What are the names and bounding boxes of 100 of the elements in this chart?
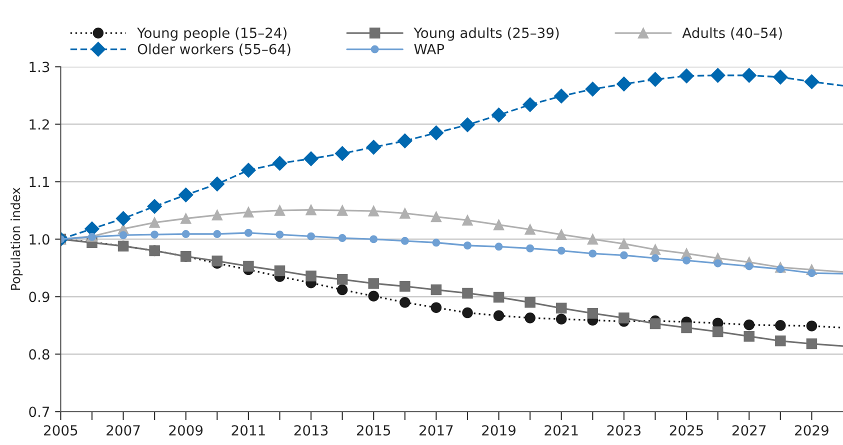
x-tick-label: 2011	[232, 425, 265, 436]
x-tick-label: 2005	[44, 425, 78, 436]
point	[742, 68, 757, 83]
point	[585, 82, 600, 97]
point	[366, 140, 382, 155]
point	[306, 204, 316, 216]
point	[368, 290, 379, 302]
point	[554, 88, 569, 104]
x-tick-label: 2023	[607, 425, 641, 436]
y-axis-title: Population index	[10, 188, 23, 290]
x-tick-label: 2017	[420, 425, 453, 436]
legend-label: Older workers (55–64)	[138, 44, 290, 56]
point	[276, 230, 284, 239]
point	[400, 208, 410, 219]
point	[432, 238, 440, 247]
point	[460, 117, 475, 132]
point	[304, 151, 318, 166]
point	[400, 236, 409, 245]
point	[274, 205, 286, 216]
point	[524, 224, 536, 235]
point	[773, 70, 788, 84]
point	[306, 270, 316, 282]
point	[180, 213, 192, 224]
point	[150, 230, 159, 239]
point	[618, 238, 630, 250]
point	[682, 256, 691, 264]
point	[744, 319, 755, 330]
point	[710, 68, 726, 83]
point	[806, 320, 818, 332]
point	[212, 256, 223, 266]
point	[648, 72, 663, 87]
point	[556, 302, 567, 314]
point	[808, 269, 816, 278]
point	[462, 288, 473, 299]
point	[806, 338, 818, 350]
point	[522, 97, 538, 112]
point	[745, 262, 754, 270]
point	[588, 250, 597, 258]
point	[712, 326, 724, 338]
y-tick-label: 1.3	[30, 62, 50, 72]
point	[651, 254, 660, 262]
point	[398, 134, 412, 148]
point	[213, 230, 222, 238]
point	[336, 205, 348, 216]
point	[430, 302, 442, 313]
point	[524, 312, 536, 324]
point	[368, 206, 379, 216]
point	[526, 244, 534, 252]
point	[116, 211, 131, 226]
point	[650, 318, 661, 330]
x-tick-label: 2027	[732, 425, 766, 436]
point	[557, 246, 566, 255]
x-tick-label: 2007	[106, 425, 140, 436]
point	[681, 322, 692, 334]
point	[556, 229, 567, 240]
point	[274, 265, 286, 276]
point	[307, 232, 316, 240]
point	[804, 74, 820, 90]
y-tick-label: 1.0	[30, 234, 50, 245]
point	[618, 312, 630, 324]
point	[620, 251, 628, 260]
point	[462, 214, 473, 226]
point	[776, 265, 784, 274]
point	[714, 259, 722, 268]
x-tick-label: 2009	[169, 425, 203, 436]
point	[400, 297, 410, 308]
point	[556, 314, 567, 324]
point	[744, 330, 755, 342]
point	[430, 284, 442, 296]
point	[428, 125, 444, 140]
point	[587, 308, 598, 319]
point	[430, 211, 442, 222]
y-tick-label: 1.2	[30, 119, 49, 130]
point	[400, 280, 410, 292]
point	[679, 68, 694, 84]
legend-label: WAP	[414, 44, 444, 54]
point	[616, 76, 632, 92]
x-tick-label: 2015	[356, 425, 390, 436]
point	[212, 210, 223, 220]
point	[493, 310, 504, 322]
x-tick-label: 2013	[294, 425, 328, 436]
point	[149, 217, 160, 228]
point	[493, 292, 504, 303]
y-tick-label: 0.7	[29, 406, 50, 418]
point	[210, 176, 225, 192]
point	[775, 320, 786, 331]
x-tick-label: 2025	[670, 425, 703, 436]
point	[524, 297, 536, 308]
point	[243, 206, 254, 218]
point	[462, 307, 473, 318]
point	[775, 336, 786, 346]
point	[464, 242, 472, 250]
legend-label: Young adults (25–39)	[414, 27, 559, 41]
x-tick-label: 2021	[544, 425, 578, 436]
point	[491, 108, 506, 122]
point	[336, 284, 348, 296]
point	[494, 242, 503, 251]
point	[272, 156, 288, 171]
legend-label: Young people (15–24)	[137, 27, 286, 41]
y-tick-label: 0.8	[29, 349, 50, 360]
